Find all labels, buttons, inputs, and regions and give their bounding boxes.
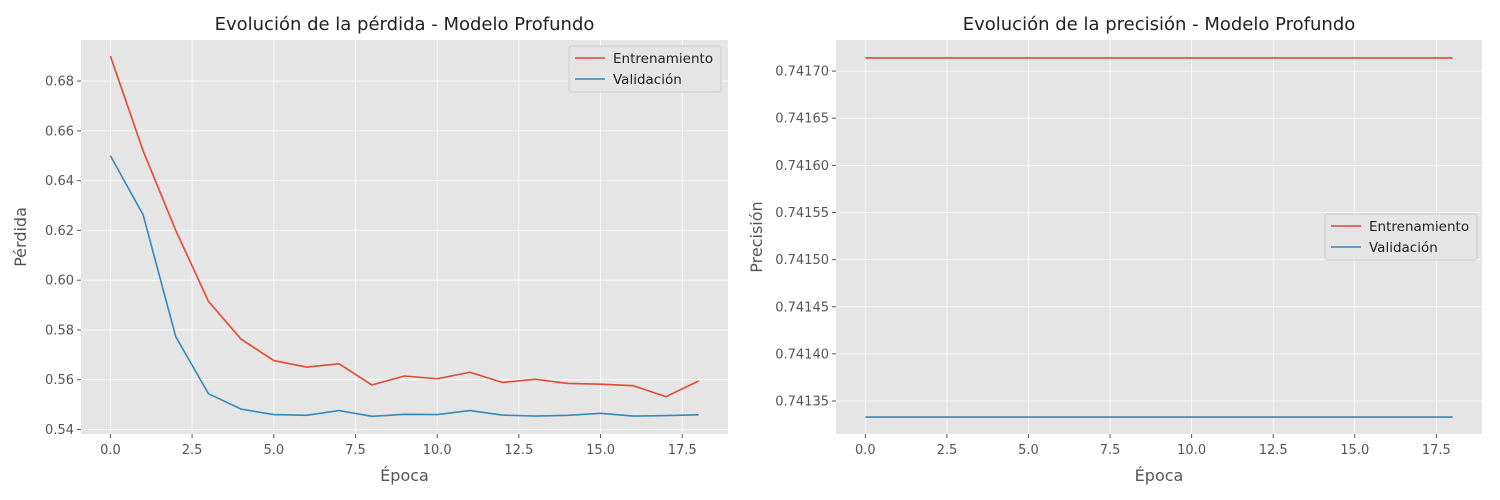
y-tick-label: 0.74160 [775, 159, 829, 174]
x-tick-label: 12.5 [504, 443, 533, 458]
x-tick-label: 10.0 [423, 443, 452, 458]
x-tick-label: 2.5 [182, 443, 203, 458]
legend-box [568, 45, 722, 93]
x-tick-label: 7.5 [345, 443, 366, 458]
y-tick-label: 0.54 [45, 423, 74, 438]
y-axis-label: Pérdida [11, 207, 30, 267]
y-tick-label: 0.74150 [775, 253, 829, 268]
y-tick-label: 0.74165 [775, 112, 829, 127]
x-tick-label: 17.5 [1422, 443, 1451, 458]
legend: Entrenamiento Validación [568, 45, 722, 93]
y-tick-label: 0.74140 [775, 347, 829, 362]
chart-title: Evolución de la precisión - Modelo Profu… [963, 14, 1356, 35]
x-axis-label: Época [380, 466, 429, 485]
y-tick-label: 0.64 [45, 174, 74, 189]
y-tick-label: 0.68 [45, 75, 74, 90]
x-tick-label: 2.5 [937, 443, 958, 458]
y-tick-label: 0.66 [45, 124, 74, 139]
x-tick-label: 15.0 [1340, 443, 1369, 458]
x-tick-label: 17.5 [668, 443, 697, 458]
legend-label: Entrenamiento [1369, 219, 1469, 235]
y-tick-label: 0.74170 [775, 65, 829, 80]
legend-label: Entrenamiento [613, 51, 713, 67]
x-tick-label: 7.5 [1100, 443, 1121, 458]
y-tick-label: 0.60 [45, 274, 74, 289]
plot-area [81, 40, 728, 434]
y-tick-label: 0.74155 [775, 206, 829, 221]
x-tick-label: 10.0 [1177, 443, 1206, 458]
y-tick-label: 0.56 [45, 373, 74, 388]
x-tick-label: 5.0 [1018, 443, 1039, 458]
y-tick-label: 0.74145 [775, 300, 829, 315]
x-tick-label: 12.5 [1259, 443, 1288, 458]
x-tick-label: 5.0 [263, 443, 284, 458]
chart-panel-1: 0.0 2.5 5.0 7.5 10.0 12.5 15.0 17.5 0.54 0.56 0.58… [11, 14, 728, 485]
x-tick-label: 0.0 [855, 443, 876, 458]
legend: Entrenamiento Validación [1324, 213, 1478, 261]
x-axis-label: Época [1135, 466, 1184, 485]
series-line-validacion [109, 155, 699, 418]
y-tick-label: 0.62 [45, 224, 74, 239]
y-tick-label: 0.58 [45, 323, 74, 338]
legend-label: Validación [613, 72, 682, 88]
y-tick-label: 0.74135 [775, 395, 829, 410]
series-line-entrenamiento [109, 55, 699, 398]
chart-panel-2: 0.0 2.5 5.0 7.5 10.0 12.5 15.0 17.5 0.74135 0.741… [747, 14, 1482, 485]
x-tick-label: 15.0 [586, 443, 615, 458]
chart-title: Evolución de la pérdida - Modelo Profund… [215, 14, 595, 35]
y-axis-label: Precisión [747, 201, 766, 272]
legend-label: Validación [1369, 240, 1438, 256]
legend-box [1324, 213, 1478, 261]
x-tick-label: 0.0 [100, 443, 121, 458]
